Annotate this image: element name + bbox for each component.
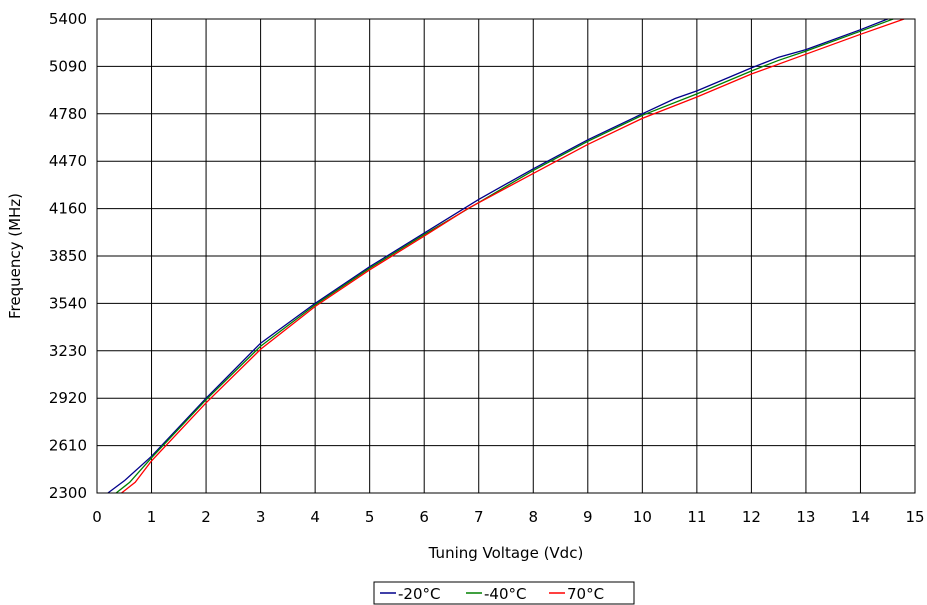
y-axis-ticks: 2300 2610 2920 3230 3540 3850 4160 4470 4780 5090… xyxy=(49,10,87,502)
x-tick-label: 8 xyxy=(528,508,538,526)
y-tick-label: 4470 xyxy=(49,152,87,170)
legend: -20°C -40°C 70°C xyxy=(373,581,635,605)
x-tick-label: 0 xyxy=(92,508,102,526)
legend-box xyxy=(373,581,635,605)
y-tick-label: 4780 xyxy=(49,105,87,123)
x-tick-label: 9 xyxy=(583,508,593,526)
x-tick-label: 1 xyxy=(147,508,157,526)
x-tick-label: 14 xyxy=(851,508,870,526)
y-axis-title: Frequency (MHz) xyxy=(6,193,24,319)
y-tick-label: 3850 xyxy=(49,247,87,265)
legend-label: -20°C xyxy=(398,585,440,603)
y-tick-label: 3230 xyxy=(49,342,87,360)
y-tick-label: 3540 xyxy=(49,294,87,312)
x-tick-label: 5 xyxy=(365,508,375,526)
x-tick-label: 2 xyxy=(201,508,211,526)
x-tick-label: 13 xyxy=(796,508,815,526)
legend-label: 70°C xyxy=(567,585,604,603)
series-lines xyxy=(107,18,905,494)
x-axis-ticks: 0 1 2 3 4 5 6 7 8 9 10 11 12 13 14 15 xyxy=(92,508,924,526)
plot-frame xyxy=(96,18,916,494)
y-tick-label: 2610 xyxy=(49,437,87,455)
y-tick-label: 5090 xyxy=(49,57,87,75)
x-axis-title: Tuning Voltage (Vdc) xyxy=(428,544,584,562)
x-tick-label: 12 xyxy=(742,508,761,526)
series-line-2 xyxy=(121,18,905,494)
x-tick-label: 15 xyxy=(905,508,924,526)
y-tick-label: 2300 xyxy=(49,484,87,502)
x-tick-label: 6 xyxy=(419,508,429,526)
legend-label: -40°C xyxy=(484,585,526,603)
x-tick-label: 4 xyxy=(310,508,320,526)
x-tick-label: 10 xyxy=(633,508,652,526)
x-tick-label: 7 xyxy=(474,508,484,526)
y-tick-label: 5400 xyxy=(49,10,87,28)
series-line-1 xyxy=(115,18,894,494)
y-tick-label: 2920 xyxy=(49,389,87,407)
x-tick-label: 3 xyxy=(256,508,266,526)
grid-lines xyxy=(96,18,916,494)
series-line-0 xyxy=(107,18,888,494)
x-tick-label: 11 xyxy=(687,508,706,526)
y-tick-label: 4160 xyxy=(49,200,87,218)
